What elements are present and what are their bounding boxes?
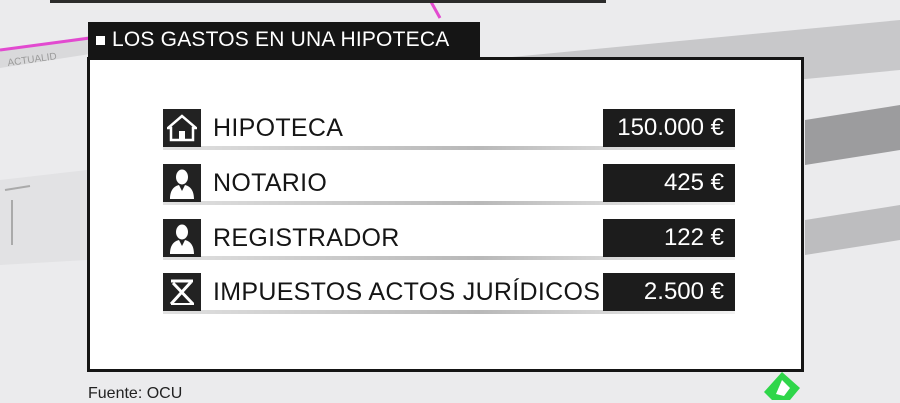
expense-row-impuestos: IMPUESTOS ACTOS JURÍDICOS 2.500 €	[163, 273, 735, 314]
row-value: 2.500 €	[603, 273, 735, 311]
row-shadow	[163, 310, 735, 314]
expenses-panel	[87, 57, 804, 372]
person-icon	[163, 219, 201, 257]
expense-row-registrador: REGISTRADOR 122 €	[163, 219, 735, 260]
top-bar	[50, 0, 606, 3]
channel-logo-icon	[764, 372, 800, 400]
row-label: HIPOTECA	[213, 114, 344, 142]
page-title: LOS GASTOS EN UNA HIPOTECA	[112, 28, 450, 51]
row-value: 122 €	[603, 219, 735, 257]
row-value: 150.000 €	[603, 109, 735, 147]
row-shadow	[163, 201, 735, 205]
row-label: NOTARIO	[213, 169, 328, 197]
person-icon	[163, 164, 201, 202]
house-icon	[163, 109, 201, 147]
title-bullet-icon	[96, 35, 105, 45]
row-label: REGISTRADOR	[213, 224, 400, 252]
row-value: 425 €	[603, 164, 735, 202]
title-banner: LOS GASTOS EN UNA HIPOTECA	[88, 22, 480, 58]
expense-row-hipoteca: HIPOTECA 150.000 €	[163, 109, 735, 150]
expense-row-notario: NOTARIO 425 €	[163, 164, 735, 205]
row-label: IMPUESTOS ACTOS JURÍDICOS	[213, 278, 601, 306]
row-shadow	[163, 146, 735, 150]
row-shadow	[163, 256, 735, 260]
tax-icon	[163, 273, 201, 311]
source-caption: Fuente: OCU	[88, 385, 183, 402]
